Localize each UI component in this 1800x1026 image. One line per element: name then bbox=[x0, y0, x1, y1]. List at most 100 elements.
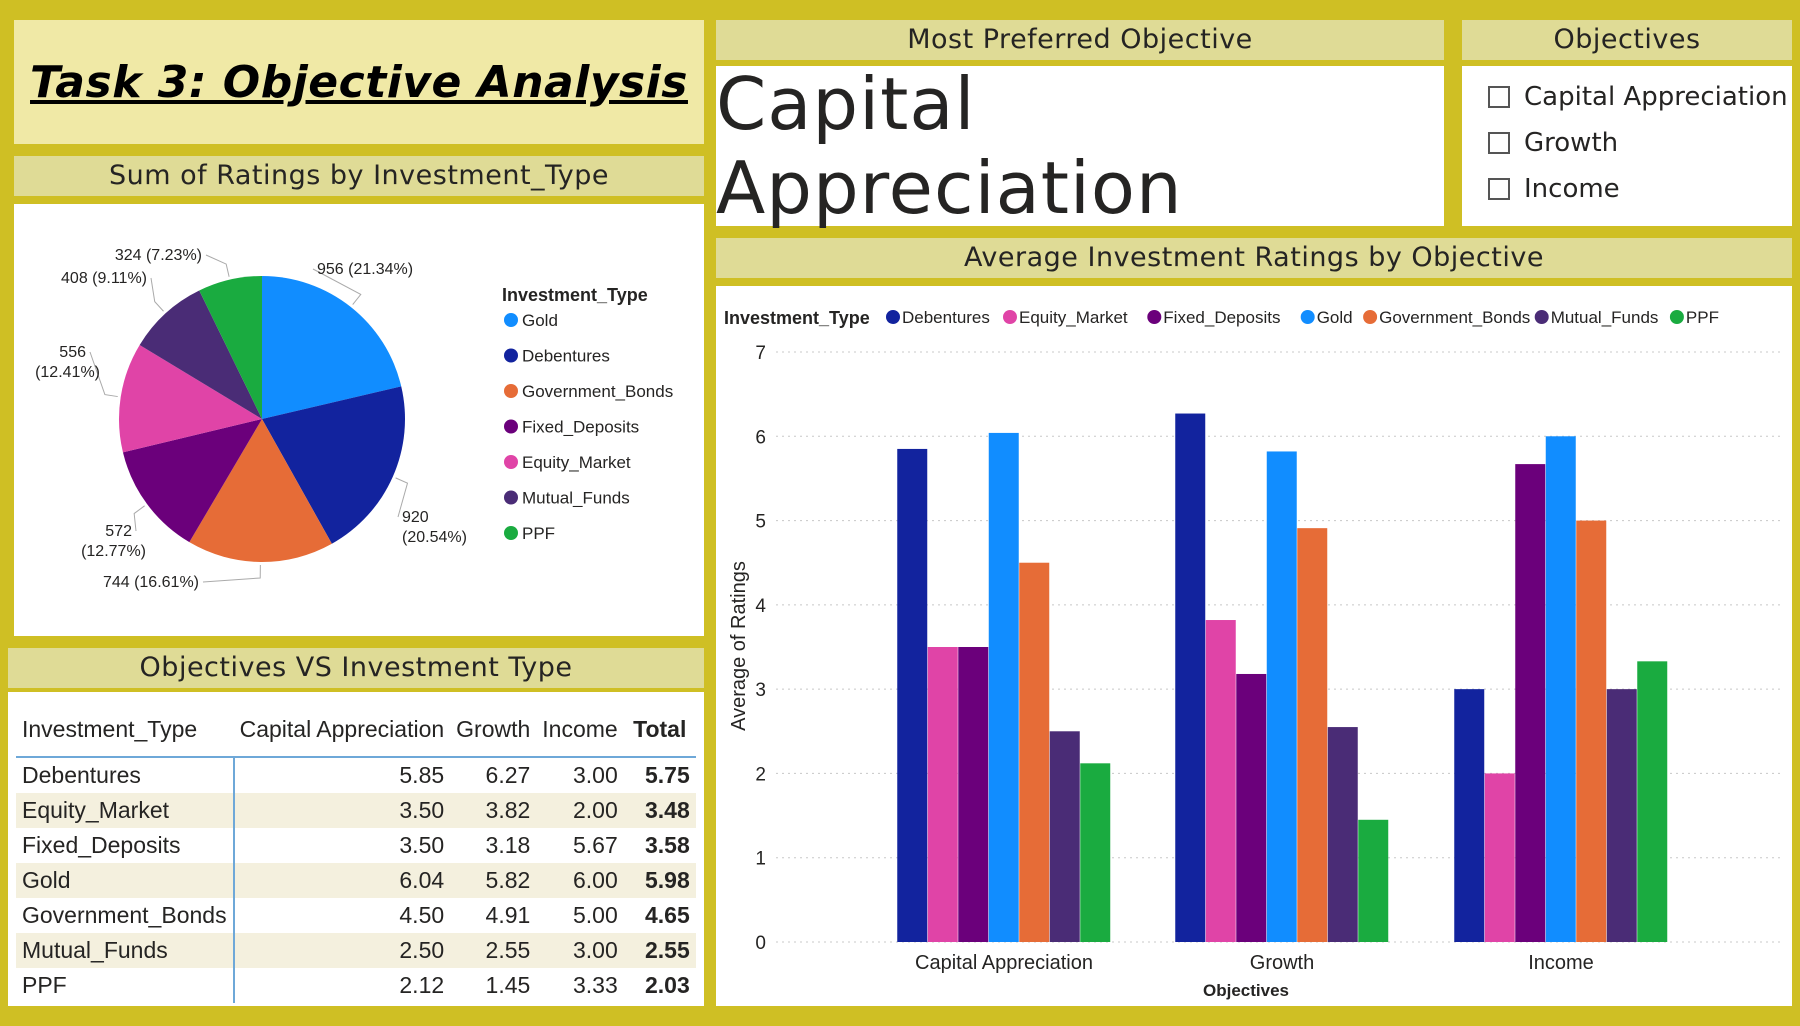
bar-legend-item[interactable]: Gold bbox=[1317, 308, 1353, 327]
bar-equity-market[interactable] bbox=[927, 647, 958, 942]
pie-leader-line bbox=[395, 477, 409, 518]
slicer-item-capital-appreciation[interactable]: Capital Appreciation bbox=[1488, 82, 1788, 112]
pie-chart-header: Sum of Ratings by Investment_Type bbox=[14, 156, 704, 196]
bar-ppf[interactable] bbox=[1358, 819, 1389, 942]
pie-data-label: 920 (20.54%) bbox=[402, 509, 467, 546]
table-cell: 2.03 bbox=[644, 972, 690, 998]
bar-legend-item[interactable]: PPF bbox=[1686, 308, 1719, 327]
bar-fixed-deposits[interactable] bbox=[958, 647, 989, 942]
table-cell: 6.00 bbox=[536, 863, 624, 898]
matrix-col-header[interactable]: Income bbox=[536, 702, 624, 758]
x-tick-label: Income bbox=[1528, 952, 1594, 974]
bar-government-bonds[interactable] bbox=[1019, 562, 1050, 942]
bar-mutual-funds[interactable] bbox=[1049, 731, 1080, 942]
legend-dot bbox=[886, 310, 900, 324]
table-cell: 2.50 bbox=[233, 933, 451, 968]
matrix-header: Objectives VS Investment Type bbox=[8, 648, 704, 688]
bar-gold[interactable] bbox=[1545, 436, 1576, 942]
pie-slice-equity-market[interactable] bbox=[118, 344, 262, 453]
table-cell: 5.82 bbox=[450, 863, 537, 898]
pie-chart-title: Sum of Ratings by Investment_Type bbox=[108, 160, 610, 191]
bar-equity-market[interactable] bbox=[1205, 620, 1236, 942]
table-cell: 2.12 bbox=[399, 972, 445, 998]
y-tick-label: 2 bbox=[755, 764, 766, 785]
bar-gold[interactable] bbox=[988, 432, 1019, 942]
pie-slice-debentures[interactable] bbox=[262, 386, 405, 544]
bar-mutual-funds[interactable] bbox=[1327, 727, 1358, 942]
pie-data-label: 744 (16.61%) bbox=[103, 574, 199, 591]
bar-ppf[interactable] bbox=[1080, 763, 1111, 942]
pie-legend-item[interactable]: PPF bbox=[522, 524, 555, 543]
bar-fixed-deposits[interactable] bbox=[1515, 464, 1546, 942]
row-header-cell: Gold bbox=[16, 863, 235, 898]
bar-ppf[interactable] bbox=[1637, 661, 1668, 942]
pie-legend-item[interactable]: Fixed_Deposits bbox=[522, 418, 639, 437]
pie-slice-government-bonds[interactable] bbox=[189, 419, 332, 562]
slicer-item-label: Growth bbox=[1524, 128, 1619, 158]
bar-legend-item[interactable]: Fixed_Deposits bbox=[1163, 308, 1280, 327]
pie-legend-item[interactable]: Gold bbox=[522, 311, 558, 330]
bar-legend-item[interactable]: Debentures bbox=[902, 308, 990, 327]
bar-chart-header: Average Investment Ratings by Objective bbox=[716, 238, 1792, 278]
matrix-title: Objectives VS Investment Type bbox=[139, 652, 573, 683]
row-header-cell: PPF bbox=[16, 968, 235, 1003]
bar-fixed-deposits[interactable] bbox=[1236, 673, 1267, 942]
bar-equity-market[interactable] bbox=[1484, 773, 1515, 942]
bar-legend-item[interactable]: Mutual_Funds bbox=[1551, 308, 1659, 327]
checkbox-icon[interactable] bbox=[1488, 132, 1510, 154]
bar-legend-title: Investment_Type bbox=[724, 308, 870, 328]
table-row[interactable]: PPF 2.12 1.45 3.33 2.03 bbox=[16, 968, 696, 1003]
pie-slice-fixed-deposits[interactable] bbox=[122, 419, 262, 543]
table-row[interactable]: Gold 6.04 5.82 6.00 5.98 bbox=[16, 863, 696, 898]
legend-dot bbox=[504, 419, 518, 434]
table-row[interactable]: Equity_Market 3.50 3.82 2.00 3.48 bbox=[16, 793, 696, 828]
pie-legend-item[interactable]: Equity_Market bbox=[522, 453, 631, 472]
slicer-item-income[interactable]: Income bbox=[1488, 174, 1620, 204]
bar-government-bonds[interactable] bbox=[1576, 520, 1607, 942]
bar-mutual-funds[interactable] bbox=[1606, 689, 1637, 942]
y-tick-label: 7 bbox=[755, 343, 766, 364]
checkbox-icon[interactable] bbox=[1488, 86, 1510, 108]
row-header-cell: Government_Bonds bbox=[16, 898, 235, 933]
pie-slice-mutual-funds[interactable] bbox=[139, 290, 262, 419]
matrix-col-header[interactable]: Growth bbox=[450, 702, 537, 758]
x-tick-label: Growth bbox=[1250, 952, 1314, 974]
slicer-item-growth[interactable]: Growth bbox=[1488, 128, 1618, 158]
bar-chart[interactable]: Investment_Type Debentures Equity_Market F… bbox=[716, 286, 1792, 1006]
pie-legend-item[interactable]: Government_Bonds bbox=[522, 382, 673, 401]
pie-slice-gold[interactable] bbox=[262, 276, 402, 419]
bar-chart-title: Average Investment Ratings by Objective bbox=[964, 242, 1544, 273]
preferred-objective-card: Capital Appreciation bbox=[716, 62, 1444, 230]
table-cell: 6.27 bbox=[485, 762, 531, 788]
checkbox-icon[interactable] bbox=[1488, 178, 1510, 200]
table-row[interactable]: Debentures 5.85 6.27 3.00 5.75 bbox=[16, 757, 696, 793]
matrix-col-header[interactable]: Investment_Type bbox=[16, 702, 234, 758]
bar-debentures[interactable] bbox=[1454, 689, 1485, 942]
table-row[interactable]: Government_Bonds 4.50 4.91 5.00 4.65 bbox=[16, 898, 696, 933]
table-cell: 5.00 bbox=[572, 902, 618, 928]
table-cell: 3.00 bbox=[536, 933, 624, 968]
bar-debentures[interactable] bbox=[897, 448, 928, 942]
bar-gold[interactable] bbox=[1266, 451, 1297, 942]
pie-legend-item[interactable]: Debentures bbox=[522, 347, 610, 366]
bar-government-bonds[interactable] bbox=[1297, 528, 1328, 942]
pie-chart[interactable]: 956 (21.34%) 920 (20.54%) 744 (16.61%) 572 (1… bbox=[14, 204, 704, 636]
table-cell: 3.00 bbox=[572, 762, 618, 788]
slicer-title: Objectives bbox=[1553, 24, 1701, 55]
pie-slice-ppf[interactable] bbox=[199, 276, 262, 419]
matrix-col-header[interactable]: Capital Appreciation bbox=[233, 702, 451, 758]
pie-data-label: 956 (21.34%) bbox=[317, 261, 413, 278]
y-axis-title: Average of Ratings bbox=[728, 561, 750, 731]
pie-leader-line bbox=[133, 505, 145, 532]
table-cell: 6.04 bbox=[233, 863, 451, 898]
pie-data-label: 324 (7.23%) bbox=[115, 247, 202, 264]
table-row[interactable]: Fixed_Deposits 3.50 3.18 5.67 3.58 bbox=[16, 828, 696, 863]
bar-legend-item[interactable]: Equity_Market bbox=[1019, 308, 1128, 327]
bar-debentures[interactable] bbox=[1175, 413, 1206, 942]
bar-legend-item[interactable]: Government_Bonds bbox=[1379, 308, 1530, 327]
y-tick-label: 1 bbox=[755, 849, 766, 870]
pie-legend-item[interactable]: Mutual_Funds bbox=[522, 489, 630, 508]
matrix-col-header[interactable]: Total bbox=[623, 702, 696, 758]
table-row[interactable]: Mutual_Funds 2.50 2.55 3.00 2.55 bbox=[16, 933, 696, 968]
table-cell: 5.85 bbox=[399, 762, 445, 788]
